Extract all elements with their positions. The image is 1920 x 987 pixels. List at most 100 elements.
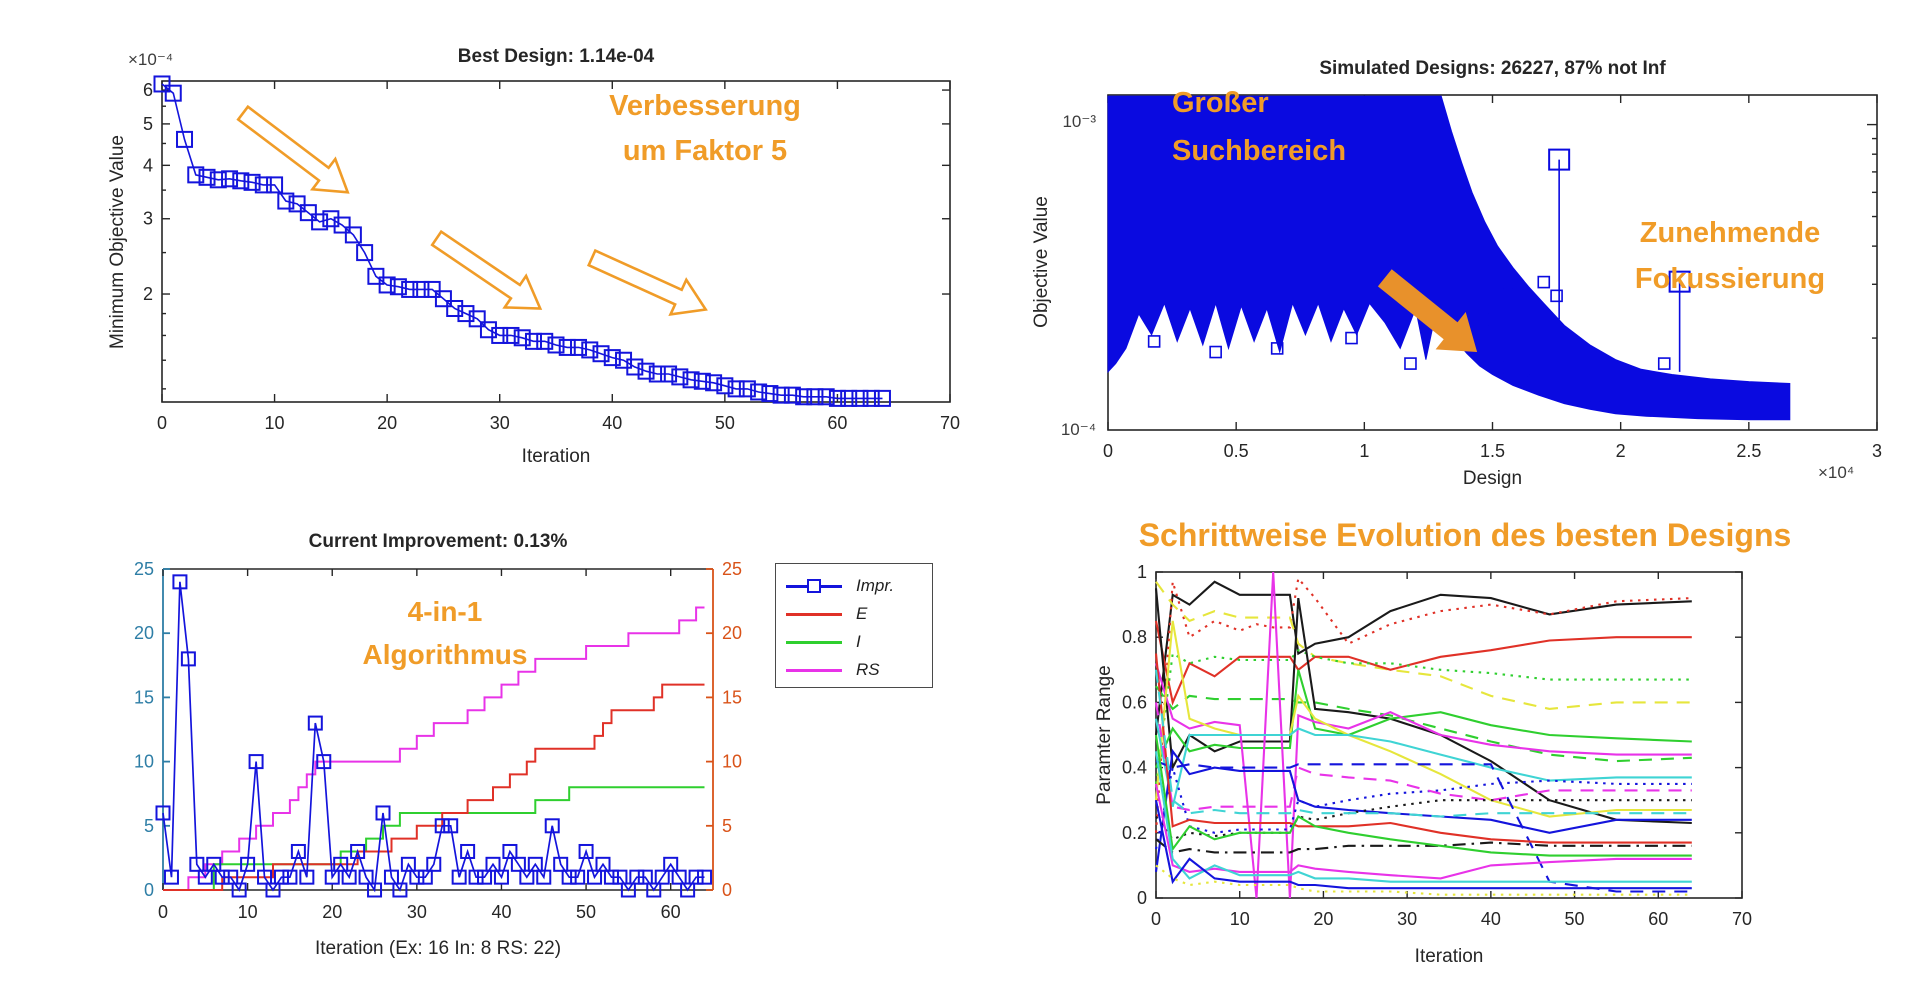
annotation-grosser-suchbereich: Großer Suchbereich	[1172, 80, 1346, 176]
legend-sample-impr	[786, 578, 848, 594]
chart-best-design: 0 10 20 30 40 50 60 70 2 3 4 5 6	[143, 75, 960, 433]
annotation-zunehmende-fokussierung: Zunehmende Fokussierung	[1565, 210, 1895, 303]
legend-line-icon	[786, 669, 842, 672]
svg-text:10: 10	[265, 413, 285, 433]
annotation-suchbereich-line1: Großer	[1172, 87, 1269, 119]
svg-text:50: 50	[1565, 909, 1585, 929]
svg-text:20: 20	[1313, 909, 1333, 929]
legend-line-icon	[786, 613, 842, 616]
svg-text:20: 20	[722, 623, 742, 643]
svg-text:25: 25	[722, 559, 742, 579]
svg-text:30: 30	[407, 902, 427, 922]
annotation-4in1-line1: 4-in-1	[407, 596, 483, 627]
legend-label-impr: Impr.	[856, 576, 895, 595]
legend-line-icon	[786, 641, 842, 644]
svg-text:1: 1	[1359, 441, 1369, 461]
svg-text:60: 60	[827, 413, 847, 433]
legend-label-rs: RS	[856, 660, 880, 679]
svg-text:1: 1	[1137, 562, 1147, 582]
y-tick-1e-4: 10⁻⁴	[1060, 420, 1096, 439]
svg-text:50: 50	[576, 902, 596, 922]
svg-text:2: 2	[1616, 441, 1626, 461]
y-tick-1e-3: 10⁻³	[1062, 112, 1096, 131]
svg-text:40: 40	[602, 413, 622, 433]
svg-text:4: 4	[143, 155, 153, 175]
svg-text:15: 15	[722, 687, 742, 707]
svg-text:10: 10	[1230, 909, 1250, 929]
annotation-fokussierung-line2: Fokussierung	[1634, 263, 1826, 296]
chart-title-best-design: Best Design: 1.14e-04	[457, 46, 655, 67]
svg-text:15: 15	[134, 687, 154, 707]
y-exponent-label-best-design: ×10⁻⁴	[128, 50, 174, 69]
annotation-4-in-1: 4-in-1 Algorithmus	[230, 590, 660, 677]
svg-text:0: 0	[722, 880, 732, 900]
svg-text:1.5: 1.5	[1480, 441, 1505, 461]
impr-square-markers	[155, 574, 713, 898]
svg-text:60: 60	[661, 902, 681, 922]
legend-item-i: I	[776, 628, 932, 656]
svg-text:0.4: 0.4	[1122, 758, 1147, 778]
legend-item-impr: Impr.	[776, 572, 932, 600]
x-axis-label-best-design: Iteration	[521, 446, 591, 467]
svg-text:70: 70	[1732, 909, 1752, 929]
annotation-4in1-line2: Algorithmus	[362, 639, 528, 671]
x-exponent-label-simulated-designs: ×10⁴	[1818, 463, 1855, 482]
legend-label-e: E	[856, 604, 868, 623]
legend-sample-i	[786, 634, 848, 650]
svg-text:5: 5	[144, 816, 154, 836]
x-axis-label-evolution: Iteration	[1414, 946, 1484, 967]
square-markers	[153, 75, 891, 407]
svg-text:0.6: 0.6	[1122, 692, 1147, 712]
svg-text:0: 0	[1103, 441, 1113, 461]
svg-text:30: 30	[1397, 909, 1417, 929]
annotation-verbesserung-line1: Verbesserung	[609, 90, 801, 122]
legend-item-e: E	[776, 600, 932, 628]
svg-text:5: 5	[722, 816, 732, 836]
svg-text:20: 20	[134, 623, 154, 643]
svg-text:2: 2	[143, 284, 153, 304]
svg-text:20: 20	[322, 902, 342, 922]
svg-text:20: 20	[377, 413, 397, 433]
svg-text:10: 10	[722, 752, 742, 772]
svg-text:70: 70	[940, 413, 960, 433]
legend-item-rs: RS	[776, 656, 932, 684]
svg-text:5: 5	[143, 114, 153, 134]
chart-title-simulated-designs: Simulated Designs: 26227, 87% not Inf	[1319, 58, 1666, 79]
annotation-fokussierung-line1: Zunehmende	[1639, 217, 1821, 249]
chart-title-current-improvement: Current Improvement: 0.13%	[308, 531, 568, 552]
annotation-verbesserung: Verbesserung um Faktor 5	[445, 84, 965, 174]
svg-text:10: 10	[134, 752, 154, 772]
svg-text:40: 40	[491, 902, 511, 922]
chart-title-evolution: Schrittweise Evolution des besten Design…	[1138, 517, 1792, 553]
y-axis-label-simulated-designs: Objective Value	[1031, 196, 1052, 328]
annotation-verbesserung-line2: um Faktor 5	[622, 134, 788, 167]
legend-box: Impr. E I RS	[775, 563, 933, 688]
svg-text:0: 0	[157, 413, 167, 433]
svg-text:30: 30	[490, 413, 510, 433]
y-axis-label-evolution: Paramter Range	[1094, 665, 1115, 805]
legend-sample-e	[786, 606, 848, 622]
svg-text:3: 3	[143, 209, 153, 229]
legend-sample-rs	[786, 662, 848, 678]
svg-text:3: 3	[1872, 441, 1882, 461]
svg-text:0: 0	[144, 880, 154, 900]
svg-text:50: 50	[715, 413, 735, 433]
svg-text:0: 0	[1137, 888, 1147, 908]
x-axis-label-simulated-designs: Design	[1462, 468, 1523, 489]
chart-current-improvement: 0 10 20 30 40 50 60 0 5 10 15 20 25 0 5 10 15 20 25	[134, 559, 742, 922]
svg-text:2.5: 2.5	[1736, 441, 1761, 461]
x-axis-label-current-improvement: Iteration (Ex: 16 In: 8 RS: 22)	[314, 938, 562, 959]
svg-text:0.2: 0.2	[1122, 823, 1147, 843]
svg-text:25: 25	[134, 559, 154, 579]
svg-text:0.8: 0.8	[1122, 627, 1147, 647]
chart-evolution: 0 10 20 30 40 50 60 70 0 0.2 0.4 0.6 0.8 1	[1122, 562, 1752, 929]
svg-text:6: 6	[143, 80, 153, 100]
annotation-suchbereich-line2: Suchbereich	[1172, 134, 1347, 167]
svg-text:60: 60	[1648, 909, 1668, 929]
svg-text:40: 40	[1481, 909, 1501, 929]
y-axis-label-best-design: Minimum Objective Value	[107, 134, 128, 350]
svg-text:10: 10	[238, 902, 258, 922]
chart-simulated-designs: 0 0.5 1 1.5 2 2.5 3	[1103, 94, 1882, 461]
